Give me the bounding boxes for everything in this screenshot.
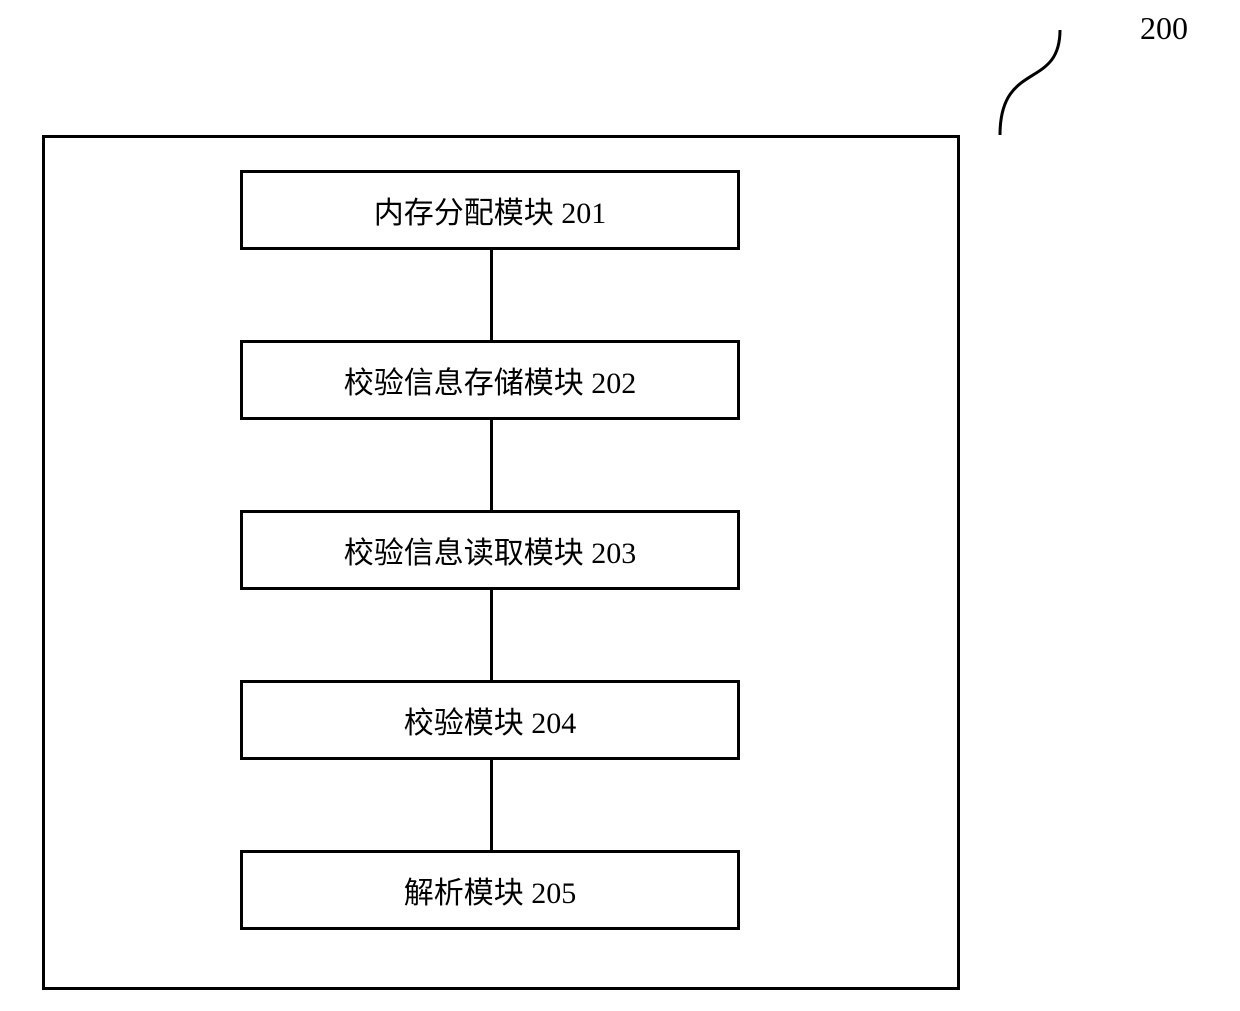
module-check-info-read: 校验信息读取模块 203 [240,510,740,590]
leader-path [1000,30,1060,135]
module-memory-allocation: 内存分配模块 201 [240,170,740,250]
connector-2-3 [490,420,493,510]
module-check: 校验模块 204 [240,680,740,760]
module-label: 校验模块 204 [404,698,577,742]
figure-label: 200 [1140,10,1188,47]
module-label: 内存分配模块 201 [374,188,607,232]
module-label: 解析模块 205 [404,868,577,912]
connector-1-2 [490,250,493,340]
module-label: 校验信息存储模块 202 [344,358,637,402]
module-parse: 解析模块 205 [240,850,740,930]
connector-3-4 [490,590,493,680]
connector-4-5 [490,760,493,850]
module-check-info-storage: 校验信息存储模块 202 [240,340,740,420]
module-label: 校验信息读取模块 203 [344,528,637,572]
